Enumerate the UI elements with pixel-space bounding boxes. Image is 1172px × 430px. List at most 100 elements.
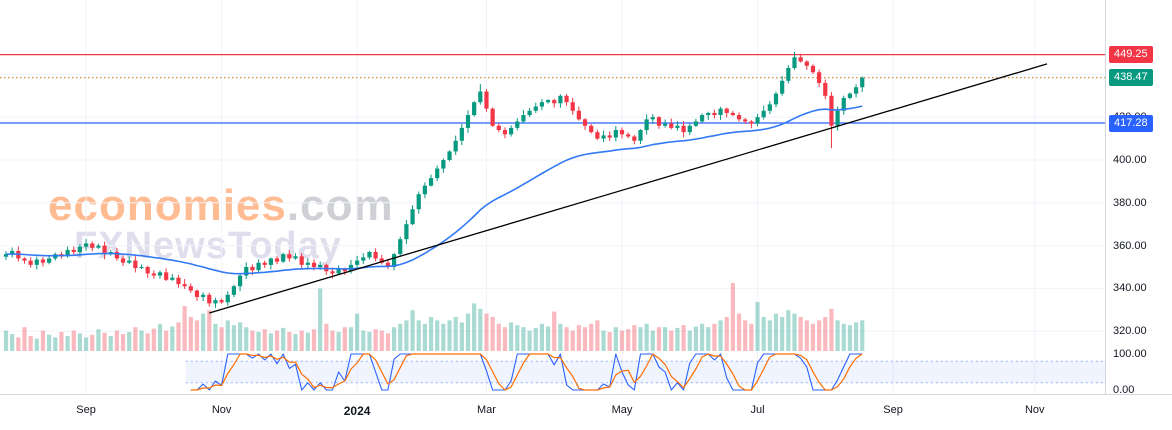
- time-axis-label[interactable]: Mar: [476, 404, 496, 416]
- candle-body: [428, 178, 434, 186]
- volume-bar: [379, 330, 384, 351]
- volume-bar: [847, 325, 853, 351]
- candle-body: [749, 121, 754, 124]
- time-axis-label[interactable]: Nov: [1024, 404, 1045, 416]
- time-axis-label[interactable]: Jul: [750, 404, 765, 416]
- volume-bar: [151, 328, 156, 351]
- candle-body: [589, 125, 594, 133]
- candle-body: [736, 115, 742, 120]
- volume-bar: [823, 317, 828, 351]
- candle-body: [318, 264, 323, 267]
- candle-body: [225, 294, 230, 303]
- time-axis-label[interactable]: May: [611, 404, 633, 416]
- candle-body: [847, 93, 853, 98]
- volume-bar: [478, 308, 483, 351]
- candle-body: [213, 300, 218, 304]
- time-axis-label[interactable]: Sep: [883, 404, 903, 416]
- volume-bar: [465, 313, 471, 351]
- candle-body: [367, 252, 372, 258]
- volume-bar: [509, 322, 514, 351]
- candle-body: [638, 130, 643, 141]
- candle-body: [133, 260, 138, 269]
- volume-bar: [724, 317, 729, 351]
- time-axis-label[interactable]: 2024: [343, 404, 371, 418]
- price-chart-canvas[interactable]: [0, 0, 1105, 394]
- candle-body: [558, 95, 563, 104]
- candle-body: [675, 125, 680, 128]
- volume-bar: [3, 330, 9, 351]
- candle-body: [663, 123, 668, 126]
- volume-bar: [792, 313, 797, 351]
- candle-body: [28, 260, 33, 265]
- time-axis-label[interactable]: Sep: [76, 404, 96, 416]
- volume-bar: [47, 334, 52, 351]
- candle-body: [669, 123, 674, 128]
- price-badge: 417.28: [1109, 114, 1153, 132]
- candle-body: [305, 262, 310, 265]
- candle-body: [373, 252, 378, 259]
- price-badge: 449.25: [1109, 46, 1153, 64]
- volume-bar: [59, 331, 64, 351]
- volume-bar: [65, 336, 70, 351]
- volume-bar: [773, 313, 779, 351]
- candle-body: [810, 65, 816, 73]
- candle-body: [139, 267, 144, 269]
- candle-body: [355, 260, 360, 265]
- volume-bar: [780, 317, 785, 351]
- volume-bar: [761, 317, 766, 351]
- candle-body: [157, 272, 163, 276]
- volume-bar: [644, 323, 649, 351]
- volume-bar: [521, 327, 526, 351]
- candle-body: [34, 259, 39, 265]
- volume-bar: [71, 330, 76, 351]
- volume-bar: [139, 330, 144, 351]
- candle-body: [274, 258, 280, 262]
- candle-body: [823, 82, 828, 96]
- volume-bar: [10, 334, 15, 351]
- time-axis[interactable]: Sep Nov 2024 Mar May Jul Sep Nov: [0, 394, 1172, 430]
- candle-body: [841, 97, 846, 111]
- candle-body: [576, 110, 581, 120]
- candle-body: [391, 254, 397, 267]
- candle-body: [804, 61, 809, 66]
- candle-body: [465, 115, 471, 128]
- price-scale[interactable]: 420.00400.00380.00360.00340.00320.00100.…: [1105, 0, 1172, 396]
- candle-body: [40, 259, 46, 263]
- candle-body: [281, 254, 286, 262]
- time-axis-label[interactable]: Nov: [211, 404, 232, 416]
- volume-bar: [90, 334, 95, 351]
- candle-body: [595, 132, 600, 139]
- volume-bar: [237, 322, 243, 351]
- volume-bar: [545, 326, 551, 351]
- candle-body: [416, 194, 421, 210]
- volume-bar: [410, 310, 415, 351]
- volume-bar: [687, 330, 692, 351]
- volume-bar: [675, 327, 680, 351]
- candle-body: [65, 249, 70, 257]
- volume-bar: [120, 334, 126, 351]
- volume-bar: [391, 327, 397, 351]
- candle-body: [71, 249, 76, 253]
- candle-body: [287, 254, 292, 259]
- volume-bar: [336, 331, 341, 351]
- candle-body: [379, 258, 384, 263]
- volume-bar: [810, 323, 816, 351]
- volume-bar: [342, 327, 347, 351]
- volume-bar: [638, 327, 643, 351]
- volume-bar: [786, 310, 791, 351]
- volume-bar: [835, 320, 840, 351]
- stoch-scale-label: 100.00: [1113, 348, 1147, 360]
- candle-body: [435, 168, 440, 179]
- price-scale-label: 380.00: [1113, 196, 1147, 209]
- candle-body: [22, 258, 27, 261]
- candle-body: [170, 277, 175, 280]
- volume-bar: [613, 327, 618, 351]
- trendline[interactable]: [209, 63, 1048, 314]
- volume-bar: [619, 330, 625, 351]
- volume-bar: [435, 320, 440, 351]
- volume-bar: [176, 322, 181, 351]
- candle-body: [330, 271, 335, 274]
- candle-body: [724, 108, 729, 113]
- price-scale-label: 320.00: [1113, 325, 1147, 338]
- candle-body: [761, 110, 766, 118]
